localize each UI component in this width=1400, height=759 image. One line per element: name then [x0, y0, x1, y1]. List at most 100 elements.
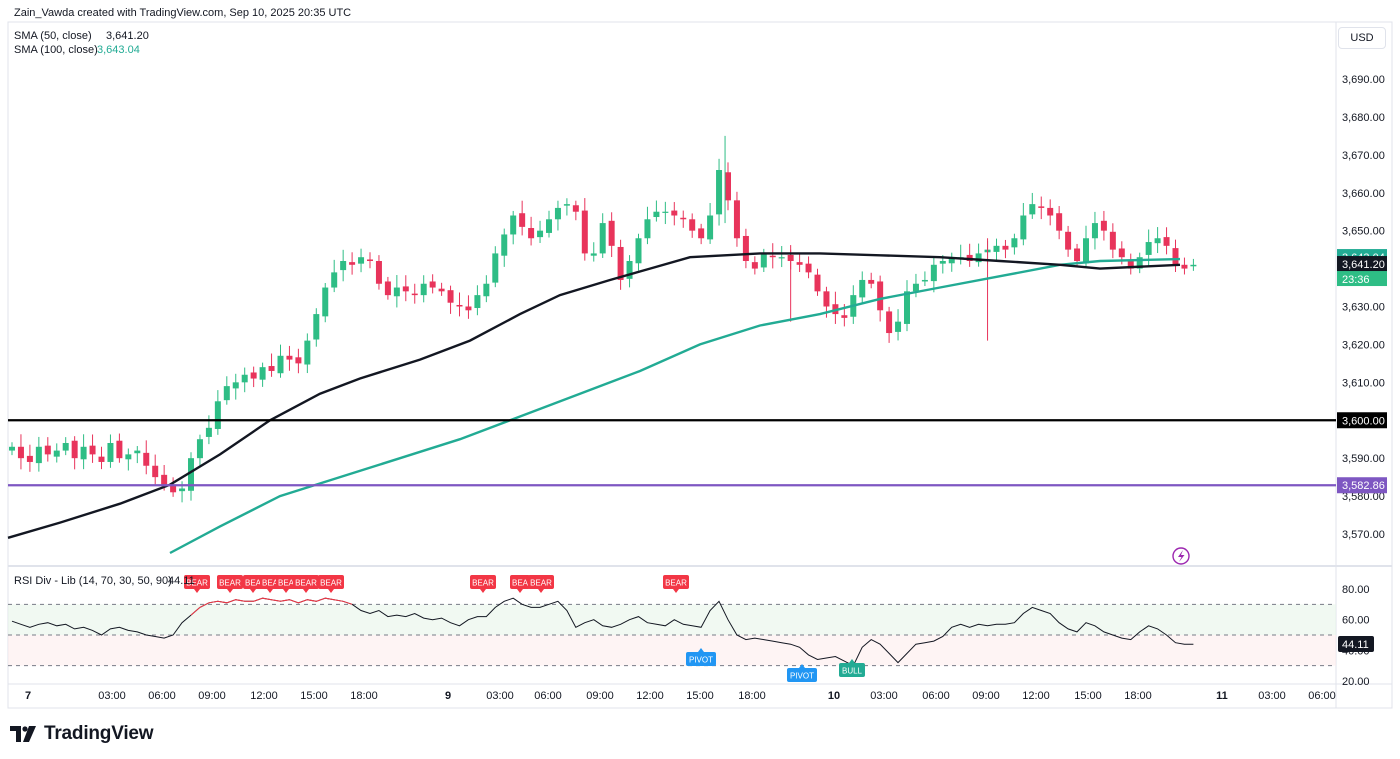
- rsi-bands: [8, 603, 1336, 667]
- candle: [1136, 252, 1143, 274]
- time-tick-label: 12:00: [1022, 690, 1050, 702]
- time-tick-label: 9: [445, 690, 451, 702]
- candle: [599, 213, 606, 258]
- price-tick-label: 3,680.00: [1342, 112, 1385, 124]
- candle: [510, 210, 517, 245]
- chart-frame: [7, 21, 1393, 709]
- sma100-legend-label[interactable]: SMA (100, close): [14, 44, 98, 56]
- rsi-bear-badge-text: BEAR: [320, 579, 342, 588]
- sma50-legend-label[interactable]: SMA (50, close): [14, 30, 92, 42]
- candle: [152, 454, 159, 485]
- rsi-title[interactable]: RSI Div - Lib (14, 70, 30, 50, 90): [14, 575, 172, 587]
- time-tick-label: 12:00: [250, 690, 278, 702]
- rsi-pivot-badge: PIVOT: [686, 648, 716, 666]
- candle: [223, 376, 230, 405]
- time-tick-label: 12:00: [636, 690, 664, 702]
- level-3582-axis-label-text: 3,582.86: [1342, 480, 1385, 492]
- candle: [689, 213, 696, 238]
- level-3600-axis-label-text: 3,600.00: [1342, 415, 1385, 427]
- candle: [1127, 253, 1134, 275]
- candle: [384, 276, 391, 300]
- candle: [590, 242, 597, 262]
- candle: [1056, 206, 1063, 240]
- candle: [1091, 211, 1098, 250]
- candle: [895, 309, 902, 341]
- candle: [393, 275, 400, 308]
- candle: [975, 243, 982, 267]
- rsi-bear-badge: BEAR: [217, 575, 243, 593]
- rsi-bear-badge-text: BEAR: [665, 579, 687, 588]
- candle: [250, 366, 257, 388]
- price-axis: 3,690.00 3,680.00 3,670.00 3,660.00 3,650.00…: [1342, 74, 1385, 541]
- candle: [912, 273, 919, 298]
- price-tick-label: 3,670.00: [1342, 150, 1385, 162]
- level-3582-axis-label: [1337, 477, 1387, 494]
- candle: [1038, 196, 1045, 220]
- rsi-pivot-badge: PIVOT: [787, 664, 817, 682]
- time-tick-label: 7: [25, 690, 31, 702]
- sma100-legend-value: 3,643.04: [97, 44, 140, 56]
- candle: [1002, 239, 1009, 259]
- rsi-bear-badge-text: BEAR: [472, 579, 494, 588]
- candle: [71, 436, 78, 470]
- rsi-bear-badge: BEA: [260, 575, 280, 593]
- candle: [814, 268, 821, 296]
- rsi-oversold-zone: [8, 635, 1336, 666]
- candle: [420, 275, 427, 303]
- candle: [492, 246, 499, 288]
- candle: [778, 246, 785, 268]
- sma100-line: [169, 257, 1181, 555]
- price-tick-label: 3,610.00: [1342, 377, 1385, 389]
- price-tick-label: 3,590.00: [1342, 453, 1385, 465]
- candle: [608, 212, 615, 258]
- candle: [44, 437, 51, 462]
- time-tick-label: 15:00: [1074, 690, 1102, 702]
- candle: [868, 272, 875, 289]
- candle: [483, 275, 490, 303]
- candle: [295, 348, 302, 374]
- price-tick-label: 3,570.00: [1342, 529, 1385, 541]
- rsi-line: [11, 597, 1194, 667]
- candle: [1154, 227, 1161, 254]
- sma50-legend-value: 3,641.20: [106, 30, 149, 42]
- candle: [358, 248, 365, 273]
- rsi-tick-label: 60.00: [1342, 615, 1370, 627]
- price-tick-label: 3,580.00: [1342, 491, 1385, 503]
- time-axis[interactable]: 7 03:00 06:00 09:00 12:00 15:00 18:00 9 03:00 06:…: [25, 690, 1336, 702]
- rsi-bear-badge-text: BEAR: [530, 579, 552, 588]
- candle: [805, 256, 812, 279]
- candle: [331, 259, 338, 293]
- rsi-bull-badge: BULL: [839, 659, 865, 677]
- candle: [769, 243, 776, 269]
- price-tick-label: 3,620.00: [1342, 339, 1385, 351]
- time-tick-label: 18:00: [1124, 690, 1152, 702]
- candle: [1163, 227, 1170, 255]
- attribution-text: Zain_Vawda created with TradingView.com,…: [14, 7, 351, 19]
- tradingview-logo-icon: [10, 726, 36, 742]
- candle: [528, 216, 535, 246]
- candle: [635, 233, 642, 271]
- candle: [53, 443, 60, 463]
- tradingview-logo[interactable]: TradingView: [10, 722, 154, 746]
- candle: [662, 201, 669, 225]
- candle: [17, 434, 24, 470]
- price-tick-label: 3,650.00: [1342, 226, 1385, 238]
- candle: [125, 448, 132, 471]
- horizontal-levels: [8, 419, 1336, 487]
- candle: [519, 200, 526, 236]
- rsi-bear-badge-text: BEA: [278, 579, 295, 588]
- candle: [465, 295, 472, 319]
- candle: [671, 202, 678, 226]
- rsi-badges: BEAR BEAR BEA BEA BEA BEAR BEAR BEAR BEA BEAR BEAR…: [184, 575, 865, 682]
- candle: [429, 274, 436, 294]
- rsi-title-value: 44.11: [168, 575, 195, 587]
- candle: [80, 434, 87, 470]
- currency-button[interactable]: USD: [1338, 27, 1386, 49]
- lightning-icon[interactable]: [1172, 547, 1190, 565]
- rsi-bear-badge-text: BEAR: [295, 579, 317, 588]
- time-tick-label: 09:00: [198, 690, 226, 702]
- candle: [644, 206, 651, 245]
